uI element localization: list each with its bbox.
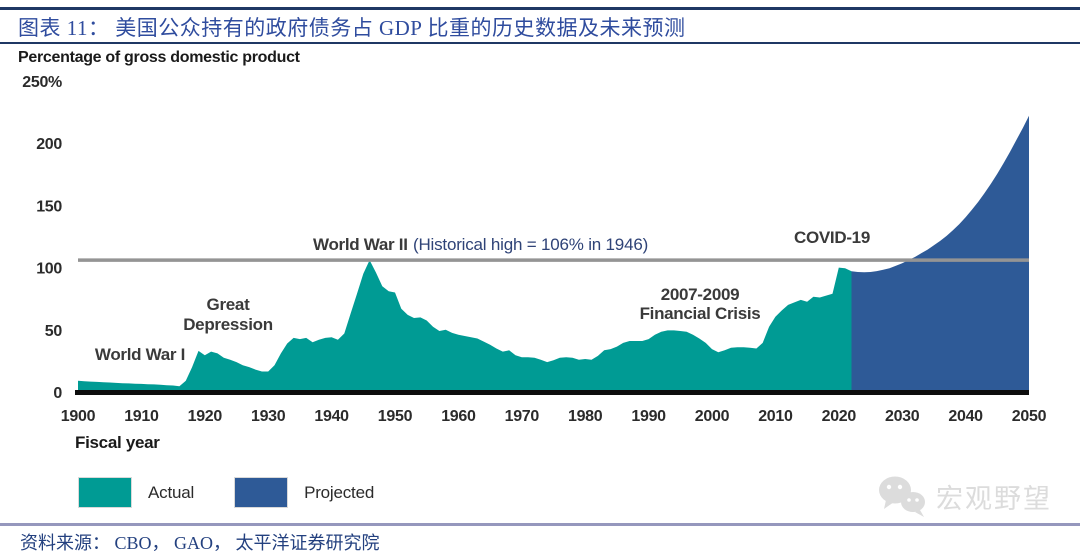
x-tick-label: 1950 — [378, 408, 413, 425]
x-tick-label: 1930 — [251, 408, 286, 425]
x-tick-label: 2030 — [885, 408, 920, 425]
debt-gdp-chart: World War I Great Depression World War I… — [22, 74, 1047, 452]
projected-legend-swatch — [234, 477, 289, 508]
actual-area-series — [78, 260, 852, 392]
x-tick-label: 1990 — [631, 408, 666, 425]
y-tick-label: 0 — [53, 385, 62, 402]
x-axis-baseline — [75, 390, 1029, 395]
header-bottom-rule — [0, 42, 1080, 44]
y-tick-label: 150 — [36, 198, 62, 215]
source-note: 资料来源： CBO， GAO， 太平洋证券研究院 — [20, 533, 380, 553]
annotation-great-depression-line1: Great — [207, 295, 251, 314]
x-tick-label: 1910 — [124, 408, 159, 425]
x-tick-label: 1970 — [505, 408, 540, 425]
wechat-watermark: 宏观野望 — [876, 474, 1052, 518]
actual-legend-label: Actual — [148, 482, 195, 502]
projected-legend-label: Projected — [304, 482, 375, 502]
x-tick-label: 1960 — [441, 408, 476, 425]
chart-subtitle: Percentage of gross domestic product — [18, 49, 300, 66]
y-tick-label: 200 — [36, 136, 62, 153]
x-tick-label: 2010 — [758, 408, 793, 425]
annotation-world-war-2: World War II — [313, 235, 408, 254]
chart-legend: Actual Projected — [78, 477, 374, 508]
actual-legend-swatch — [78, 477, 132, 508]
x-tick-label: 1940 — [314, 408, 349, 425]
x-tick-label: 1980 — [568, 408, 603, 425]
annotation-financial-crisis-line1: 2007-2009 — [661, 285, 740, 304]
x-tick-label: 2000 — [695, 408, 730, 425]
y-tick-label: 100 — [36, 261, 62, 278]
wechat-icon — [879, 476, 925, 517]
annotation-great-depression-line2: Depression — [183, 315, 273, 334]
figure-title: 图表 11： 美国公众持有的政府债务占 GDP 比重的历史数据及未来预测 — [18, 16, 686, 40]
y-axis-tick-labels: 0 50 100 150 200 250% — [22, 74, 62, 402]
x-axis-tick-labels: 1900 1910 1920 1930 1940 1950 1960 1970 1980 1990… — [61, 408, 1047, 425]
x-tick-label: 1920 — [188, 408, 223, 425]
y-tick-label: 250% — [22, 74, 62, 91]
projected-area-series — [851, 115, 1029, 393]
annotation-historical-high-note: (Historical high = 106% in 1946) — [413, 235, 648, 254]
annotation-covid-19: COVID-19 — [794, 228, 870, 247]
annotation-world-war-1: World War I — [95, 345, 185, 364]
footer-rule — [0, 523, 1080, 526]
y-tick-label: 50 — [45, 323, 63, 340]
x-tick-label: 2020 — [822, 408, 857, 425]
x-tick-label: 2040 — [948, 408, 983, 425]
header-top-rule — [0, 7, 1080, 10]
x-tick-label: 2050 — [1012, 408, 1047, 425]
watermark-text: 宏观野望 — [936, 483, 1052, 514]
x-tick-label: 1900 — [61, 408, 96, 425]
annotation-financial-crisis-line2: Financial Crisis — [640, 304, 761, 323]
x-axis-title: Fiscal year — [75, 433, 160, 452]
